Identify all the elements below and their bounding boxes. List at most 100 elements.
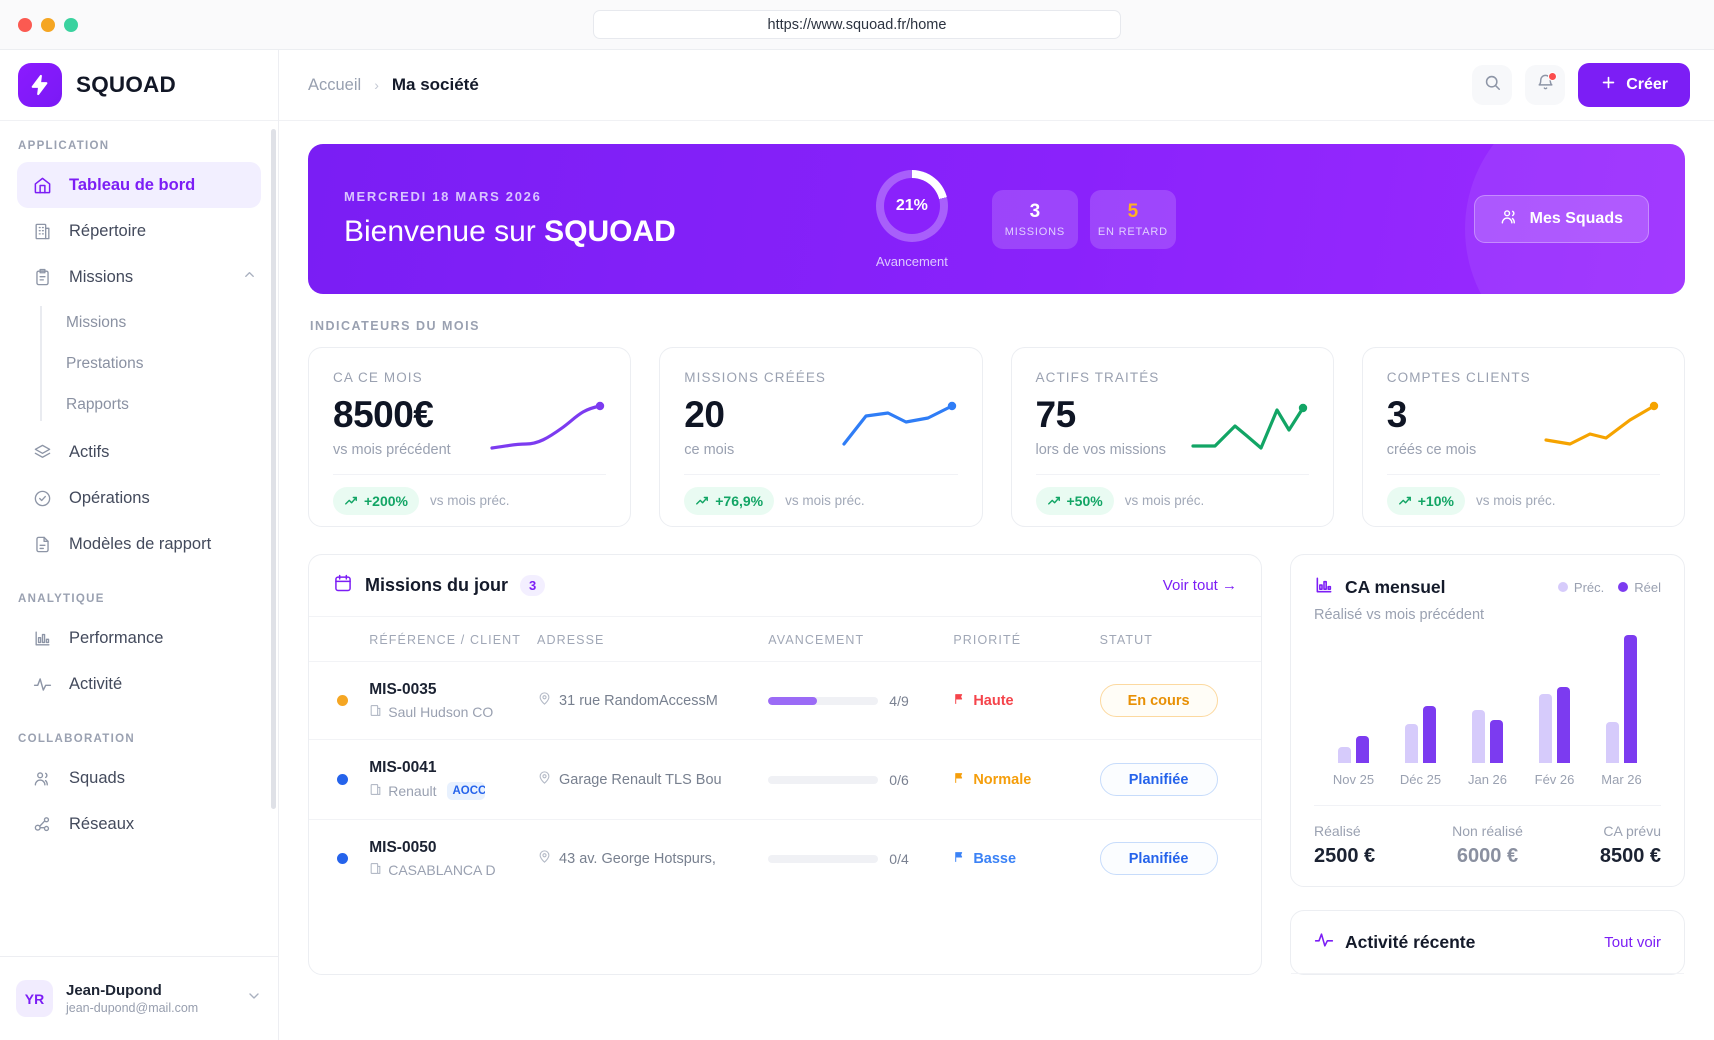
kpi-footer: +50% vs mois préc. — [1035, 474, 1309, 526]
hero-stat-label: MISSIONS — [1004, 225, 1065, 238]
mission-address: Garage Renault TLS Bou — [537, 770, 768, 789]
sidebar-subitem-rapports[interactable]: Rapports — [66, 395, 129, 413]
home-icon — [32, 175, 53, 196]
welcome-text-block: MERCREDI 18 MARS 2026 Bienvenue sur SQUO… — [344, 189, 676, 249]
see-all-activity-link[interactable]: Tout voir — [1604, 933, 1661, 951]
chart-stat-label: CA prévu — [1603, 823, 1662, 839]
progress-bar-wrapper: 0/4 — [768, 851, 953, 867]
mission-client: CASABLANCA D — [369, 862, 537, 878]
sidebar-scrollbar[interactable] — [271, 129, 276, 809]
bar-prev — [1539, 694, 1552, 763]
chart-stat-non-realise: Non réalisé 6000 € — [1430, 823, 1546, 868]
missions-count-badge: 3 — [520, 575, 546, 596]
notifications-button[interactable] — [1525, 65, 1566, 105]
kpi-card-ca-ce-mois[interactable]: CA CE MOIS 8500€ vs mois précédent +200%… — [308, 347, 632, 527]
kpi-delta-value: +10% — [1417, 492, 1454, 509]
bar-chart-icon — [1314, 575, 1334, 600]
sidebar-item-modeles-de-rapport[interactable]: Modèles de rapport — [17, 521, 261, 567]
row-priority-cell: Normale — [953, 739, 1100, 820]
sidebar-item-tableau-de-bord[interactable]: Tableau de bord — [17, 162, 261, 208]
see-all-missions-link[interactable]: Voir tout → — [1162, 577, 1237, 594]
sidebar-item-actifs[interactable]: Actifs — [17, 429, 261, 475]
sidebar-item-missions[interactable]: Missions — [17, 254, 261, 300]
hero-stat-missions: 3 MISSIONS — [991, 189, 1078, 249]
sidebar-item-label: Performance — [69, 628, 164, 647]
progress-value: 21% — [895, 196, 928, 214]
sidebar-item-reseaux[interactable]: Réseaux — [17, 801, 261, 847]
table-row[interactable]: MIS-0035 Saul Hudson CO 31 — [309, 661, 1261, 740]
app-shell: SQUOAD APPLICATION Tableau de bord Réper… — [0, 50, 1714, 1040]
bar-real — [1624, 635, 1637, 763]
table-row[interactable]: MIS-0041 Renault AOCC — [309, 739, 1261, 820]
welcome-date: MERCREDI 18 MARS 2026 — [344, 189, 542, 204]
search-button[interactable] — [1472, 65, 1513, 105]
sidebar-item-operations[interactable]: Opérations — [17, 475, 261, 521]
progress-ring-widget: 21% Avancement — [876, 169, 948, 269]
status-badge[interactable]: Planifiée — [1099, 842, 1218, 875]
minimize-window-button[interactable] — [41, 17, 55, 32]
x-label: Nov 25 — [1332, 772, 1375, 787]
status-badge[interactable]: Planifiée — [1099, 763, 1218, 796]
sidebar-item-repertoire[interactable]: Répertoire — [17, 208, 261, 254]
status-dot — [337, 774, 348, 785]
submenu-guide-line — [40, 306, 42, 421]
kpi-card-comptes-clients[interactable]: COMPTES CLIENTS 3 créés ce mois +10% vs … — [1361, 347, 1685, 527]
flag-icon — [953, 771, 966, 789]
mission-reference: MIS-0041 — [369, 759, 437, 776]
chevron-up-icon[interactable] — [242, 267, 257, 287]
bar-prev — [1338, 747, 1351, 763]
col-reference: RÉFÉRENCE / CLIENT — [369, 633, 521, 647]
sidebar-item-activite[interactable]: Activité — [17, 661, 261, 707]
map-pin-icon — [537, 691, 552, 710]
row-status-cell: Planifiée — [1099, 819, 1261, 897]
status-badge[interactable]: En cours — [1099, 684, 1218, 717]
table-row[interactable]: MIS-0050 CASABLANCA D 43 av — [309, 819, 1261, 897]
sidebar-item-label: Modèles de rapport — [69, 534, 212, 553]
url-bar[interactable]: https://www.squoad.fr/home — [593, 10, 1121, 39]
hero-stat-value: 5 — [1127, 200, 1139, 222]
trend-up-icon — [1047, 496, 1060, 505]
sidebar-item-performance[interactable]: Performance — [17, 615, 261, 661]
row-status-cell: En cours — [1099, 661, 1261, 740]
kpi-compare: vs mois préc. — [429, 493, 510, 508]
sidebar-subitem-prestations[interactable]: Prestations — [66, 354, 144, 372]
sidebar-nav: APPLICATION Tableau de bord Répertoire M… — [0, 121, 278, 956]
kpi-delta-badge: +76,9% — [684, 486, 775, 515]
maximize-window-button[interactable] — [64, 17, 78, 32]
kpi-row: CA CE MOIS 8500€ vs mois précédent +200%… — [308, 347, 1685, 527]
chart-header: CA mensuel Préc. Réel — [1314, 575, 1661, 600]
sidebar-subitem-missions[interactable]: Missions — [66, 313, 127, 331]
my-squads-button[interactable]: Mes Squads — [1473, 195, 1649, 243]
window-controls — [18, 17, 78, 32]
mission-reference: MIS-0035 — [369, 681, 437, 698]
chevron-down-icon[interactable] — [246, 988, 262, 1009]
kpi-value: 75 — [1035, 394, 1077, 435]
col-priorite: PRIORITÉ — [953, 633, 1022, 647]
sidebar-item-squads[interactable]: Squads — [17, 755, 261, 801]
breadcrumb-home[interactable]: Accueil — [308, 75, 362, 94]
bottom-row: Missions du jour 3 Voir tout → RÉFÉRENCE… — [308, 554, 1685, 975]
close-window-button[interactable] — [18, 17, 32, 32]
network-icon — [32, 814, 53, 835]
create-button[interactable]: Créer — [1578, 63, 1690, 107]
users-icon — [32, 768, 53, 789]
client-tag: AOCC — [446, 782, 485, 800]
chevron-right-icon: › — [374, 77, 379, 93]
kpi-card-actifs-traites[interactable]: ACTIFS TRAITÉS 75 lors de vos missions +… — [1010, 347, 1334, 527]
sidebar-submenu-missions: Missions Prestations Rapports — [0, 302, 278, 425]
trend-up-icon — [1398, 496, 1411, 505]
user-profile[interactable]: YR Jean-Dupond jean-dupond@mail.com — [0, 956, 278, 1040]
kpi-card-missions-creees[interactable]: MISSIONS CRÉÉES 20 ce mois +76,9% vs moi… — [659, 347, 983, 527]
kpi-delta-badge: +200% — [333, 486, 419, 515]
mission-client: Saul Hudson CO — [369, 704, 537, 720]
sidebar-item-label: Missions — [69, 267, 134, 286]
brand[interactable]: SQUOAD — [0, 50, 278, 121]
kpi-delta-badge: +10% — [1386, 486, 1465, 515]
building-icon — [369, 862, 382, 878]
chart-footer-stats: Réalisé 2500 € Non réalisé 6000 € CA pré… — [1314, 805, 1661, 868]
mission-reference: MIS-0050 — [369, 839, 437, 856]
pulse-icon — [32, 674, 53, 695]
flag-icon — [953, 692, 966, 710]
row-progress-cell: 0/4 — [768, 819, 954, 897]
chart-title: CA mensuel — [1345, 577, 1446, 597]
